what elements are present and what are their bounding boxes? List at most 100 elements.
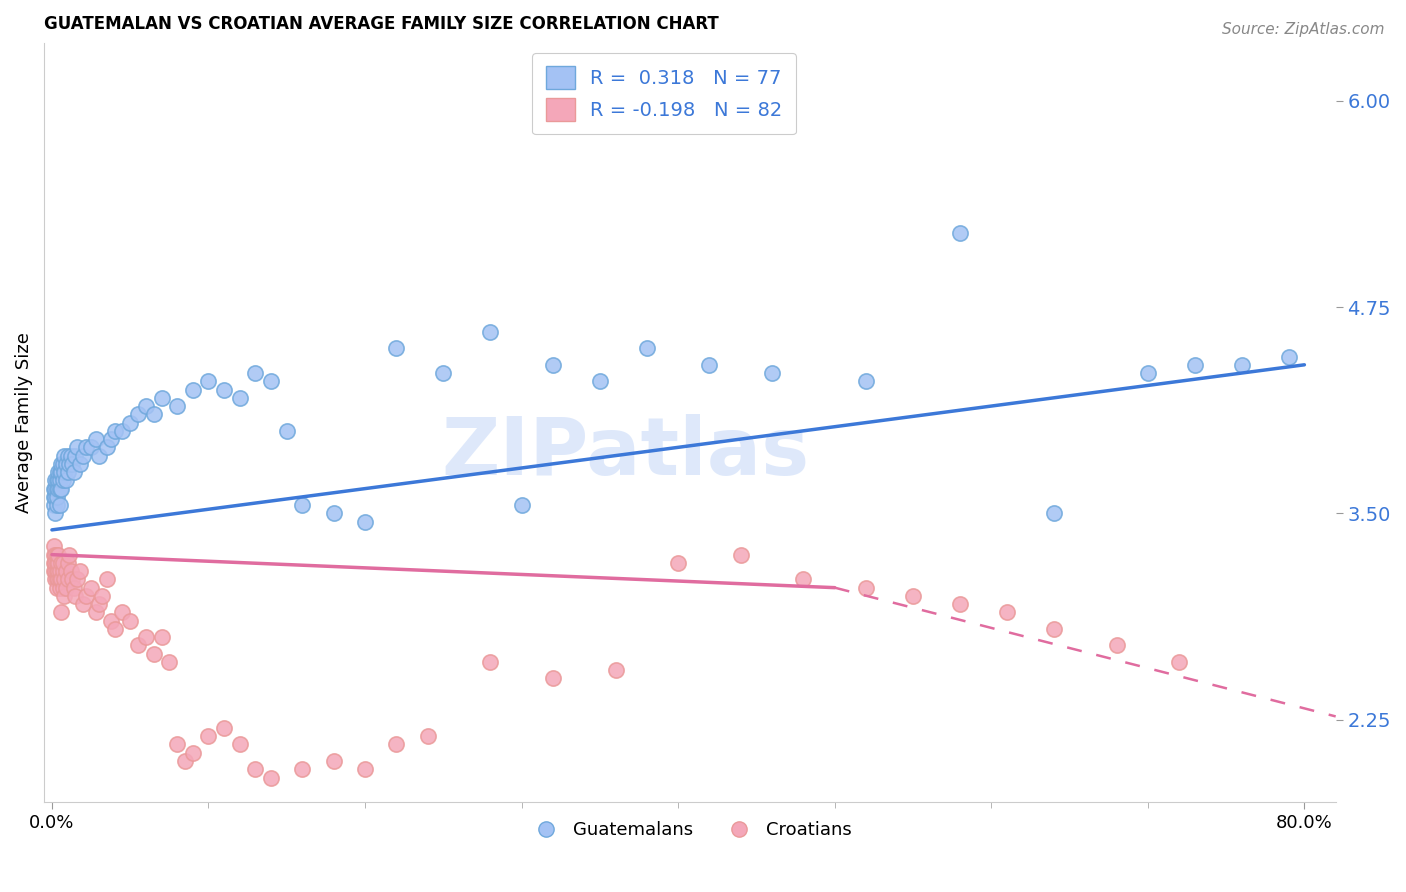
Guatemalans <box>150 391 173 405</box>
Guatemalans <box>65 449 87 463</box>
Guatemalans <box>59 449 82 463</box>
Croatians <box>42 564 65 578</box>
Croatians <box>56 573 79 587</box>
Croatians <box>84 606 107 620</box>
Croatians <box>100 614 122 628</box>
Croatians <box>44 556 66 570</box>
Guatemalans <box>541 358 564 372</box>
Guatemalans <box>100 432 122 446</box>
Guatemalans <box>127 407 149 421</box>
Croatians <box>157 655 180 669</box>
Croatians <box>291 762 314 776</box>
Croatians <box>1043 622 1066 636</box>
Croatians <box>49 581 72 595</box>
Croatians <box>46 564 69 578</box>
Croatians <box>44 573 66 587</box>
Croatians <box>51 606 73 620</box>
Croatians <box>58 548 80 562</box>
Croatians <box>605 663 627 677</box>
Croatians <box>52 564 75 578</box>
Guatemalans <box>44 507 66 521</box>
Croatians <box>416 729 439 743</box>
Croatians <box>55 564 77 578</box>
Text: GUATEMALAN VS CROATIAN AVERAGE FAMILY SIZE CORRELATION CHART: GUATEMALAN VS CROATIAN AVERAGE FAMILY SI… <box>44 15 718 33</box>
Guatemalans <box>510 498 533 512</box>
Croatians <box>46 556 69 570</box>
Croatians <box>44 556 66 570</box>
Guatemalans <box>63 465 86 479</box>
Guatemalans <box>42 482 65 496</box>
Guatemalans <box>589 374 612 388</box>
Croatians <box>120 614 142 628</box>
Guatemalans <box>142 407 165 421</box>
Guatemalans <box>260 374 283 388</box>
Croatians <box>45 573 67 587</box>
Guatemalans <box>72 449 94 463</box>
Y-axis label: Average Family Size: Average Family Size <box>15 332 32 513</box>
Guatemalans <box>80 441 103 455</box>
Guatemalans <box>276 424 298 438</box>
Guatemalans <box>761 366 783 380</box>
Guatemalans <box>291 498 314 512</box>
Croatians <box>45 564 67 578</box>
Guatemalans <box>46 465 69 479</box>
Croatians <box>166 738 188 752</box>
Croatians <box>44 548 66 562</box>
Croatians <box>666 556 689 570</box>
Guatemalans <box>42 490 65 504</box>
Croatians <box>56 556 79 570</box>
Guatemalans <box>1230 358 1253 372</box>
Guatemalans <box>49 498 72 512</box>
Croatians <box>127 639 149 653</box>
Croatians <box>51 573 73 587</box>
Guatemalans <box>75 441 97 455</box>
Croatians <box>91 589 114 603</box>
Croatians <box>72 597 94 611</box>
Croatians <box>96 573 118 587</box>
Croatians <box>87 597 110 611</box>
Guatemalans <box>636 341 658 355</box>
Croatians <box>541 672 564 686</box>
Guatemalans <box>56 449 79 463</box>
Legend: Guatemalans, Croatians: Guatemalans, Croatians <box>522 814 859 847</box>
Guatemalans <box>44 474 66 488</box>
Croatians <box>75 589 97 603</box>
Croatians <box>212 721 235 735</box>
Guatemalans <box>1278 350 1301 364</box>
Croatians <box>65 589 87 603</box>
Croatians <box>42 556 65 570</box>
Croatians <box>730 548 752 562</box>
Croatians <box>49 573 72 587</box>
Guatemalans <box>44 482 66 496</box>
Guatemalans <box>111 424 134 438</box>
Guatemalans <box>212 383 235 397</box>
Croatians <box>150 630 173 644</box>
Guatemalans <box>45 498 67 512</box>
Croatians <box>52 581 75 595</box>
Croatians <box>111 606 134 620</box>
Guatemalans <box>66 441 89 455</box>
Guatemalans <box>60 457 83 471</box>
Guatemalans <box>55 474 77 488</box>
Croatians <box>949 597 972 611</box>
Croatians <box>80 581 103 595</box>
Croatians <box>385 738 408 752</box>
Croatians <box>142 647 165 661</box>
Guatemalans <box>135 399 157 413</box>
Guatemalans <box>52 474 75 488</box>
Guatemalans <box>51 465 73 479</box>
Croatians <box>45 548 67 562</box>
Guatemalans <box>197 374 219 388</box>
Guatemalans <box>229 391 252 405</box>
Croatians <box>901 589 924 603</box>
Croatians <box>354 762 377 776</box>
Guatemalans <box>51 482 73 496</box>
Croatians <box>197 729 219 743</box>
Croatians <box>53 589 76 603</box>
Guatemalans <box>46 482 69 496</box>
Guatemalans <box>53 449 76 463</box>
Croatians <box>792 573 814 587</box>
Guatemalans <box>49 465 72 479</box>
Text: Source: ZipAtlas.com: Source: ZipAtlas.com <box>1222 22 1385 37</box>
Guatemalans <box>44 490 66 504</box>
